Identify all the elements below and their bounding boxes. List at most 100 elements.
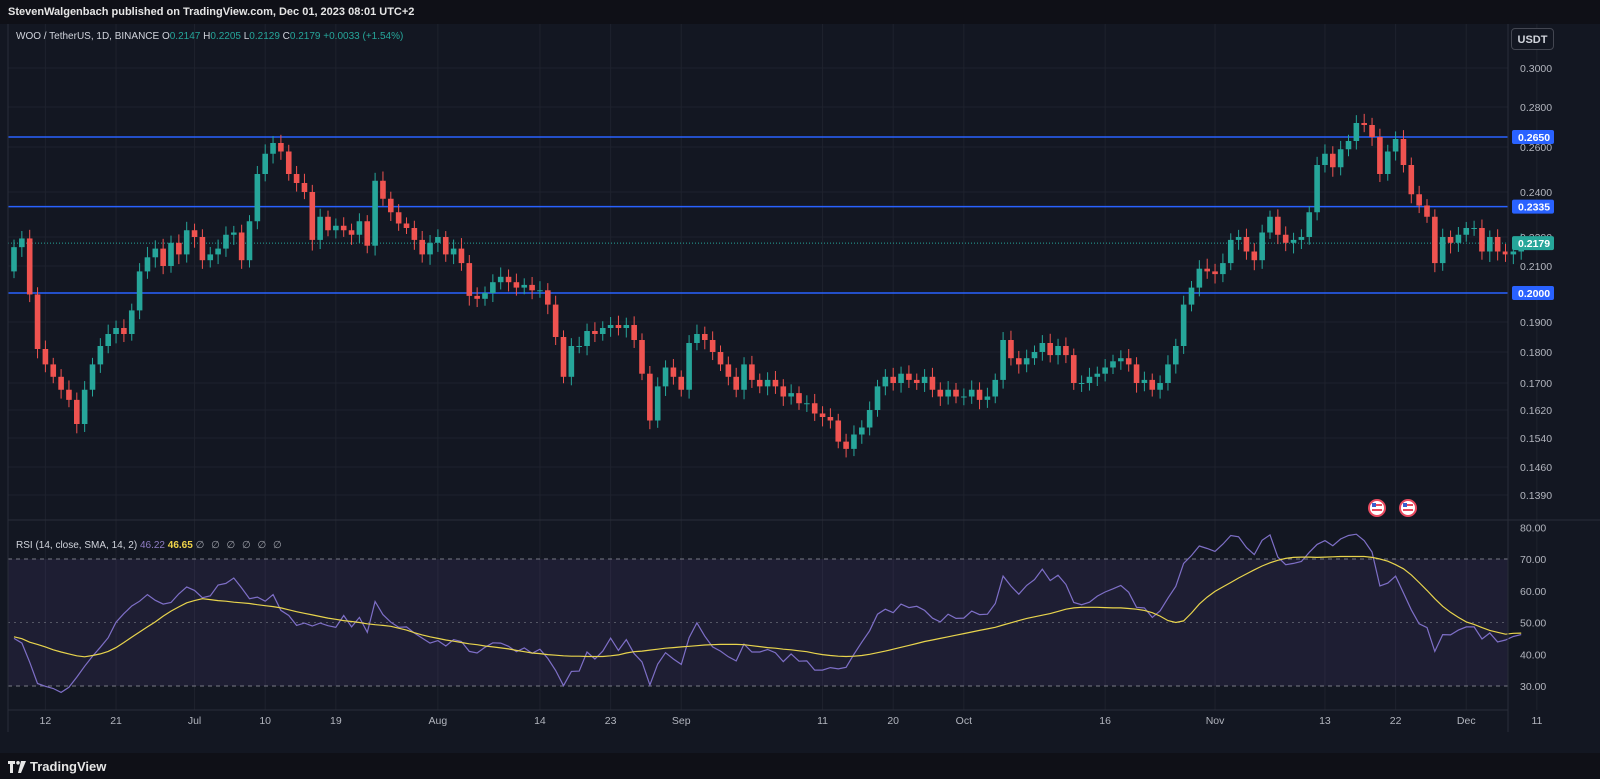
candle-body bbox=[859, 427, 865, 435]
candle-body bbox=[851, 434, 857, 449]
change-value: +0.0033 (+1.54%) bbox=[323, 31, 404, 42]
candle-body bbox=[662, 367, 669, 387]
candle-body bbox=[639, 340, 645, 374]
candle-body bbox=[529, 284, 535, 291]
open-label: O bbox=[161, 31, 170, 42]
published-line: StevenWalgenbach published on TradingVie… bbox=[8, 6, 415, 18]
candle-body bbox=[788, 393, 794, 397]
candle-body bbox=[113, 328, 119, 334]
candle-body bbox=[1510, 251, 1517, 255]
rsi-empty-values: ∅ ∅ ∅ ∅ ∅ ∅ bbox=[195, 540, 284, 551]
price-label: 0.2335 bbox=[1518, 202, 1550, 214]
tradingview-logo[interactable]: TradingView bbox=[8, 759, 106, 774]
candle-body bbox=[984, 396, 991, 400]
symbol-name[interactable]: WOO / TetherUS, 1D, BINANCE bbox=[16, 31, 160, 42]
price-tick-label: 0.2800 bbox=[1520, 102, 1552, 114]
candle-body bbox=[1165, 364, 1171, 383]
candle-body bbox=[1306, 212, 1313, 237]
time-tick-label: 20 bbox=[887, 715, 899, 727]
candle-body bbox=[804, 403, 810, 405]
candle-body bbox=[1220, 263, 1226, 275]
candle-body bbox=[66, 389, 72, 400]
candle-body bbox=[1016, 358, 1022, 365]
candle-body bbox=[843, 441, 849, 449]
candle-body bbox=[835, 420, 842, 442]
candle-body bbox=[1078, 383, 1085, 384]
candle-body bbox=[1345, 141, 1352, 150]
rsi-ma-line bbox=[13, 555, 1522, 658]
candle-body bbox=[309, 192, 316, 240]
candle-body bbox=[819, 413, 826, 417]
rsi-value: 46.22 bbox=[139, 540, 165, 551]
candle-body bbox=[411, 228, 418, 240]
candle-body bbox=[1196, 268, 1203, 288]
candle-body bbox=[929, 376, 936, 390]
candle-body bbox=[1361, 123, 1367, 125]
candle-body bbox=[913, 379, 920, 383]
candle-body bbox=[1157, 383, 1163, 390]
candle-body bbox=[1432, 216, 1438, 264]
candle-body bbox=[215, 248, 221, 255]
us-flag-icon[interactable] bbox=[1368, 499, 1386, 517]
candle-body bbox=[81, 389, 88, 424]
time-tick-label: 16 bbox=[1099, 715, 1111, 727]
candle-body bbox=[1000, 340, 1006, 380]
candle-body bbox=[191, 230, 198, 237]
candle-body bbox=[631, 325, 637, 340]
candle-body bbox=[709, 340, 716, 352]
flag-stripe bbox=[1403, 504, 1413, 506]
us-flag-icon[interactable] bbox=[1399, 499, 1417, 517]
rsi-indicator-label[interactable]: RSI (14, close, SMA, 14, 2) bbox=[16, 540, 138, 551]
rsi-tick-label: 50.00 bbox=[1520, 618, 1546, 630]
high-label: H bbox=[203, 31, 211, 42]
candle-body bbox=[568, 346, 575, 377]
price-label: 0.2650 bbox=[1518, 132, 1550, 144]
candle-body bbox=[1259, 232, 1265, 261]
candle-body bbox=[1133, 364, 1140, 383]
candle-body bbox=[976, 389, 983, 400]
candle-body bbox=[105, 334, 111, 346]
candle-body bbox=[19, 238, 25, 248]
candle-body bbox=[11, 247, 17, 272]
price-tick-label: 0.1900 bbox=[1520, 317, 1552, 329]
candle-body bbox=[686, 343, 692, 390]
price-label-box bbox=[1512, 199, 1554, 214]
candle-body bbox=[866, 410, 873, 428]
currency-unit-button[interactable]: USDT bbox=[1511, 28, 1554, 50]
candle-body bbox=[278, 143, 284, 152]
candle-body bbox=[560, 337, 567, 377]
candle-body bbox=[513, 282, 520, 288]
candle-body bbox=[285, 151, 292, 174]
rsi-legend: RSI (14, close, SMA, 14, 2) 46.22 46.65 … bbox=[16, 540, 284, 551]
candle-body bbox=[552, 304, 559, 337]
price-tick-label: 0.1620 bbox=[1520, 405, 1552, 417]
time-tick-label: Sep bbox=[672, 715, 691, 727]
horizontal-levels bbox=[8, 136, 1508, 294]
candle-body bbox=[615, 325, 622, 328]
axes: 0.30000.28000.26000.24000.22000.21000.20… bbox=[7, 24, 1600, 732]
candle-body bbox=[301, 183, 308, 192]
candle-body bbox=[246, 221, 253, 261]
candle-body bbox=[450, 248, 457, 255]
rsi-tick-label: 40.00 bbox=[1520, 649, 1546, 661]
candle-body bbox=[890, 376, 896, 383]
candle-body bbox=[490, 282, 496, 293]
candle-body bbox=[537, 290, 543, 292]
candle-body bbox=[906, 373, 912, 380]
candle-body bbox=[1110, 361, 1116, 368]
candle-body bbox=[419, 239, 425, 255]
price-tick-label: 0.1800 bbox=[1520, 347, 1552, 359]
price-tick-label: 0.1390 bbox=[1520, 490, 1552, 502]
candle-body bbox=[270, 143, 276, 154]
rsi-panel bbox=[8, 558, 1508, 687]
candle-body bbox=[1502, 251, 1509, 255]
flag-canton bbox=[1372, 503, 1376, 507]
candle-body bbox=[592, 331, 598, 334]
candle-body bbox=[1479, 228, 1485, 252]
rsi-line bbox=[13, 533, 1522, 694]
candle-body bbox=[1322, 153, 1328, 165]
candle-body bbox=[772, 379, 779, 387]
candle-body bbox=[152, 248, 159, 258]
candle-body bbox=[1227, 239, 1234, 264]
